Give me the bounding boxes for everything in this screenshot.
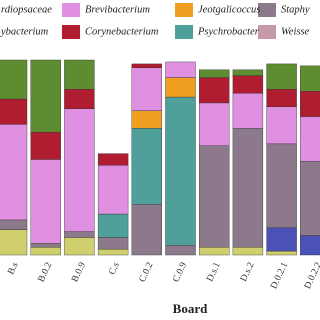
bar-segment <box>198 145 230 248</box>
x-tick-label: C.0.9 <box>171 261 189 284</box>
legend-swatch <box>258 25 276 39</box>
legend-swatch <box>175 3 193 17</box>
bar-segment <box>198 69 230 78</box>
bar-segment <box>266 227 297 252</box>
bar-segment <box>97 153 129 166</box>
x-tick-label: C.0.2 <box>138 261 156 284</box>
x-tick-label: D.0.2.1 <box>269 261 290 291</box>
x-tick-label: B.0.2 <box>37 261 55 284</box>
bar-segment <box>30 159 61 244</box>
bar-segment <box>131 128 163 205</box>
bar-segment <box>232 128 264 248</box>
x-tick-label: C.s <box>107 261 121 277</box>
bar-segment <box>0 59 28 100</box>
bar-segment <box>131 67 163 111</box>
bar-segment <box>266 143 297 228</box>
bar-segment <box>232 69 264 76</box>
x-tick-label: D.s.1 <box>205 261 223 284</box>
bar-segment <box>300 235 320 256</box>
x-tick-label: B.0.9 <box>70 261 88 284</box>
legend-label: Weisse <box>281 26 310 37</box>
bar-segment <box>97 237 129 250</box>
bar-segment <box>266 106 297 145</box>
bar-segment <box>165 96 196 246</box>
bar-segment <box>64 59 95 90</box>
legend-label: Corynebacterium <box>85 26 159 37</box>
bar-segment <box>97 165 129 215</box>
bar-segment <box>30 243 61 248</box>
legend-label: Psychrobacter <box>197 26 260 37</box>
bar-segment <box>0 98 28 125</box>
bar-segment <box>97 248 129 256</box>
bar-segment <box>266 89 297 107</box>
bar-segment <box>64 231 95 238</box>
bar-segment <box>0 219 28 230</box>
bar-segment <box>232 92 264 129</box>
legend-label: Brevibacterium <box>85 4 150 15</box>
bar-segment <box>300 65 320 92</box>
bar-segment <box>165 77 196 98</box>
bar-segment <box>300 161 320 236</box>
legend-swatch <box>258 3 276 17</box>
legend-swatch <box>62 25 80 39</box>
legend-label: Jeotgalicoccus <box>198 4 260 15</box>
bar-segment <box>300 90 320 117</box>
bar-segment <box>165 245 196 256</box>
legend-label: Staphy <box>281 4 310 15</box>
bar-segment <box>198 102 230 147</box>
bar-segment <box>30 59 61 133</box>
legend-swatch <box>62 3 80 17</box>
bar-segment <box>64 108 95 232</box>
bar-segment <box>232 75 264 94</box>
legend-label: rdiopsaceae <box>1 4 52 15</box>
bar-segment <box>64 237 95 256</box>
x-tick-label: B.s <box>6 261 20 277</box>
x-tick-label: D.s.2 <box>239 261 257 284</box>
bar-segment <box>198 246 230 256</box>
bar-segment <box>266 63 297 90</box>
bar-segment <box>131 204 163 256</box>
bar-segment <box>131 63 163 69</box>
bar-segment <box>198 77 230 104</box>
bar-segment <box>165 61 196 78</box>
x-tick-label: D.0.2.2 <box>303 261 320 291</box>
bar-segment <box>0 229 28 256</box>
x-axis-title: Board <box>173 301 208 316</box>
bar-segment <box>97 213 129 238</box>
bar-segment <box>30 246 61 256</box>
bar-segment <box>0 124 28 221</box>
bar-segment <box>266 250 297 256</box>
bar-segment <box>131 110 163 129</box>
bar-segment <box>232 246 264 256</box>
legend-label: ybacterium <box>0 26 49 37</box>
bar-segment <box>300 116 320 162</box>
bar-segment <box>64 89 95 109</box>
legend-swatch <box>175 25 193 39</box>
bar-segment <box>30 131 61 160</box>
